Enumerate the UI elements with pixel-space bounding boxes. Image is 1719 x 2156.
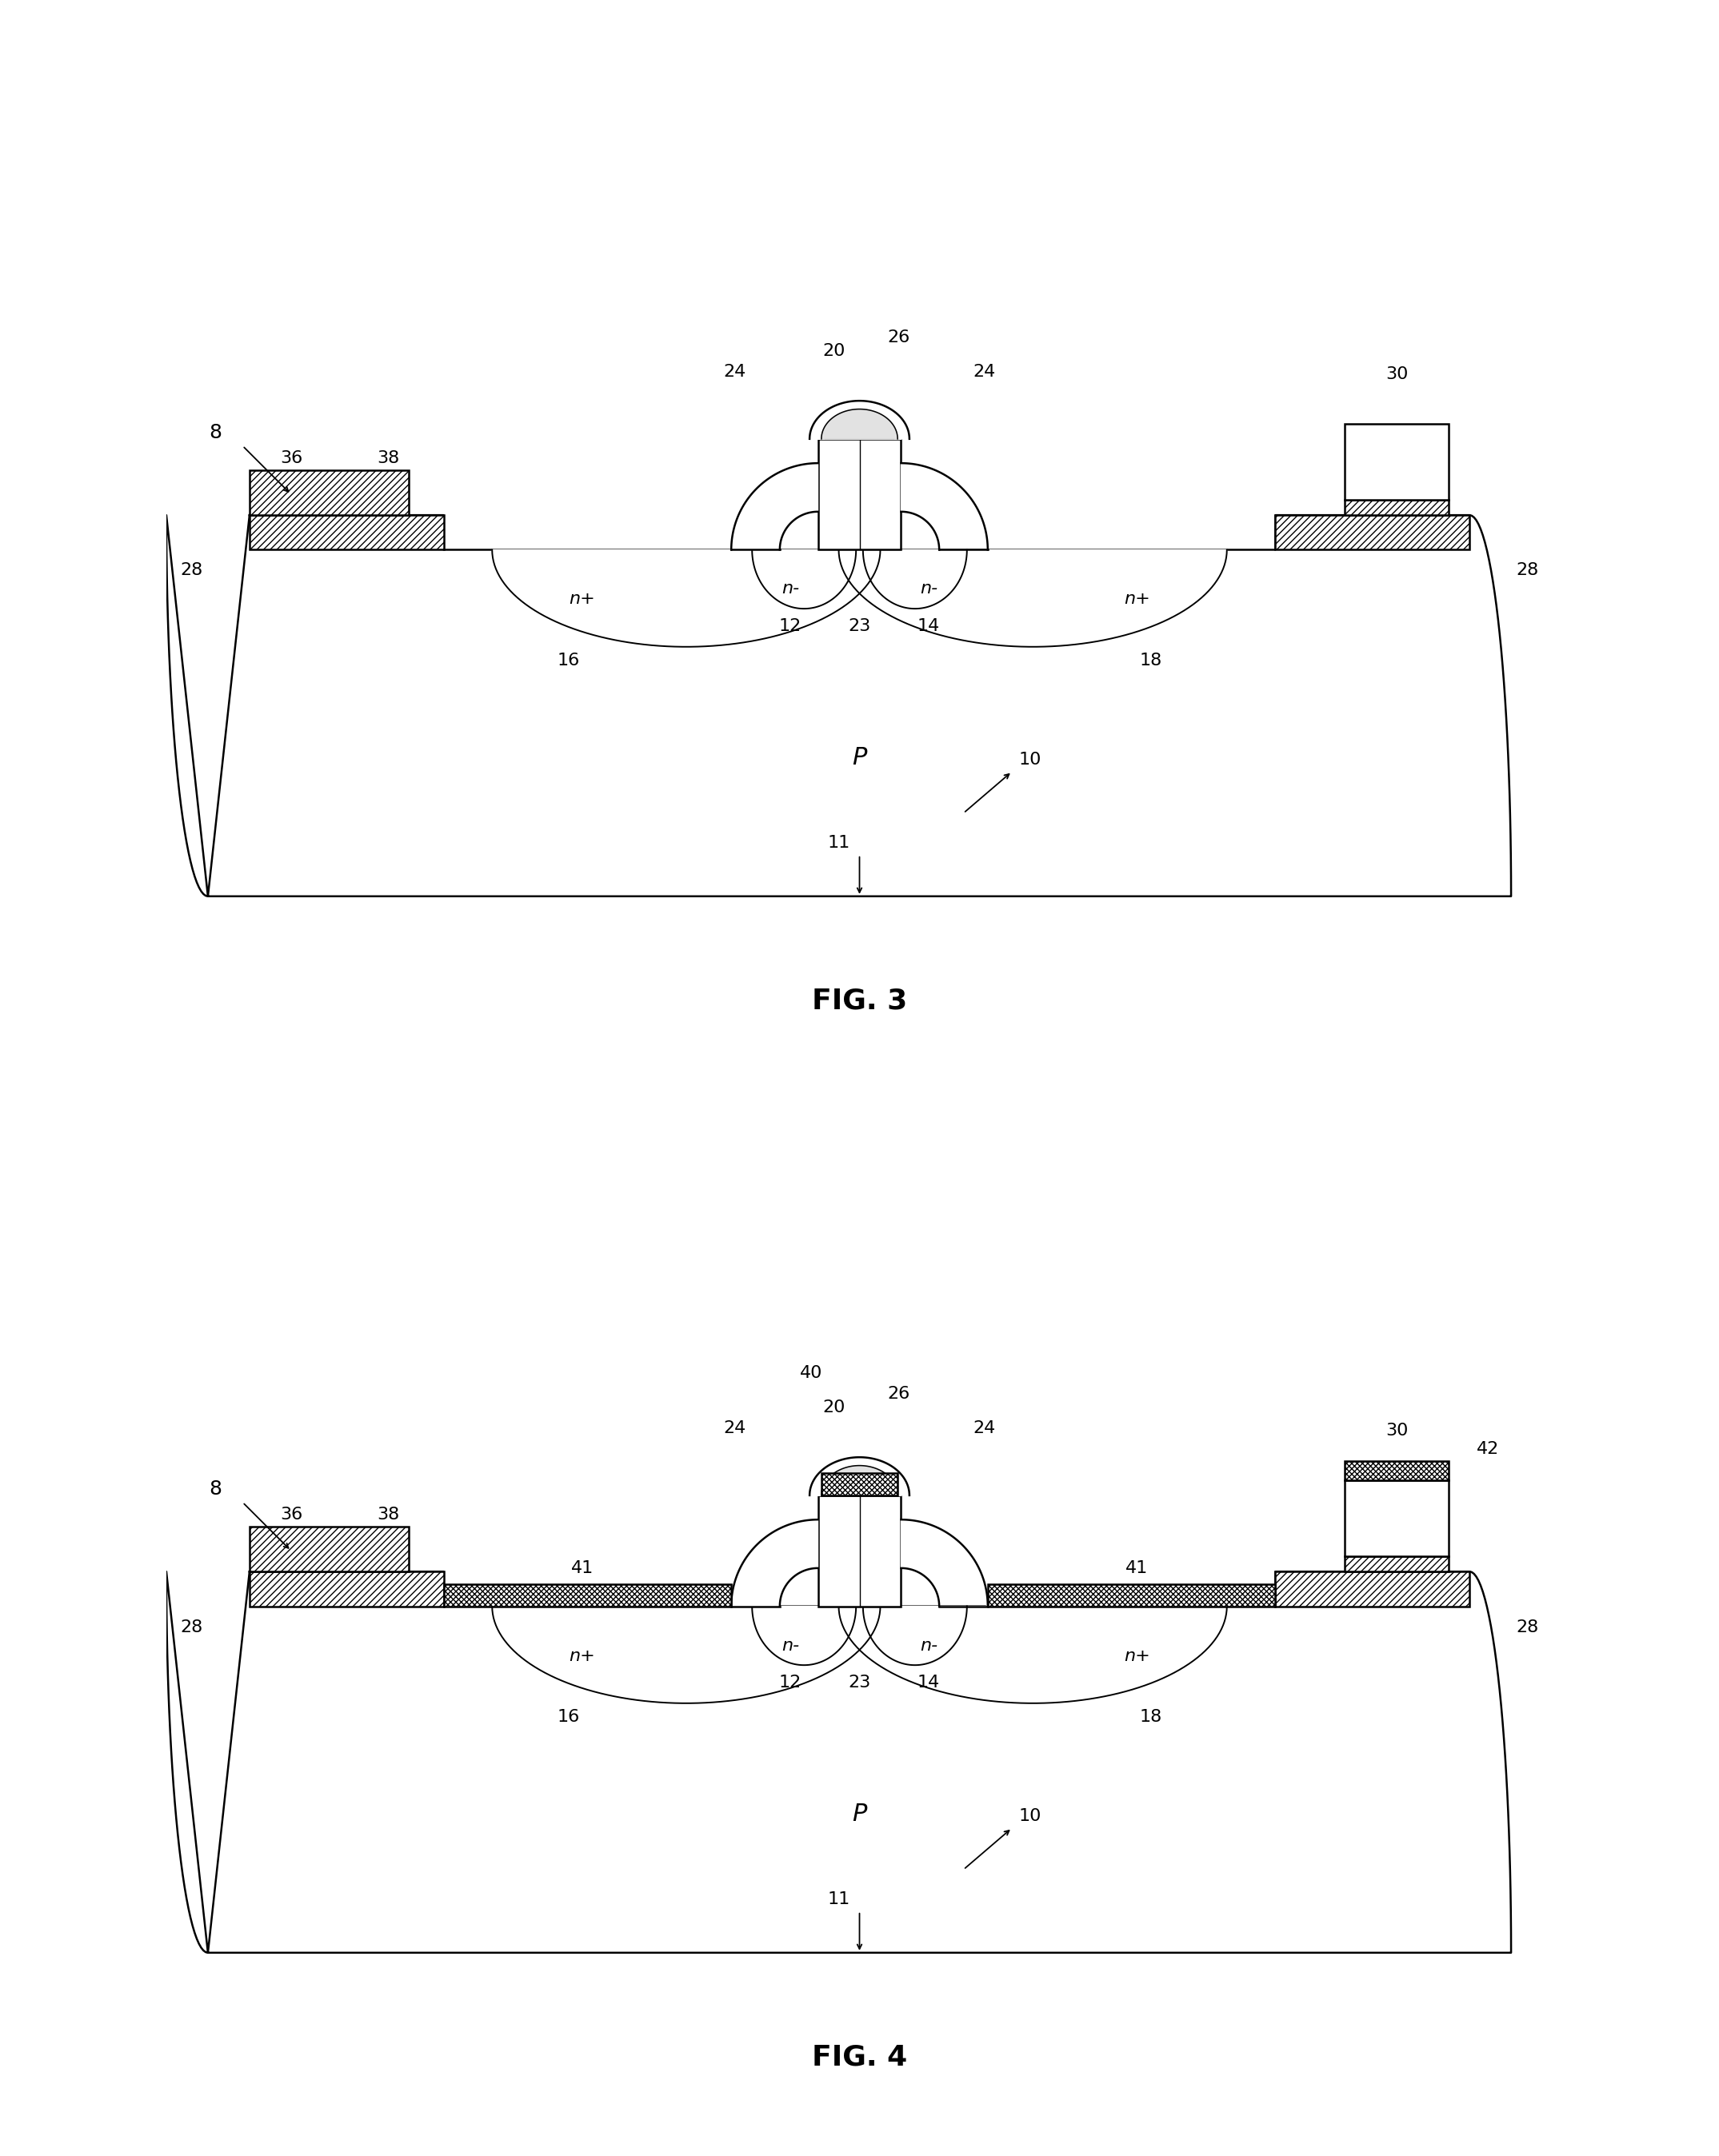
Polygon shape [822, 410, 897, 440]
Text: n-: n- [782, 1636, 799, 1654]
Text: 14: 14 [918, 619, 940, 634]
Text: 24: 24 [724, 1421, 746, 1436]
Text: 10: 10 [1019, 1809, 1042, 1824]
Text: n+: n+ [569, 1647, 595, 1664]
Text: 28: 28 [180, 563, 203, 578]
Polygon shape [822, 1473, 897, 1496]
Text: 30: 30 [1386, 1423, 1408, 1438]
Polygon shape [901, 464, 988, 550]
Polygon shape [167, 1572, 1511, 1953]
Text: 24: 24 [973, 364, 995, 379]
Polygon shape [810, 401, 909, 440]
Text: n-: n- [782, 580, 799, 597]
Polygon shape [1344, 423, 1449, 500]
Polygon shape [249, 1572, 444, 1606]
Text: 10: 10 [1019, 752, 1042, 768]
Text: n+: n+ [1124, 591, 1150, 608]
Text: n+: n+ [1124, 1647, 1150, 1664]
Text: 11: 11 [827, 1891, 849, 1908]
Polygon shape [1344, 1479, 1449, 1557]
Text: 38: 38 [376, 1507, 399, 1522]
Text: 28: 28 [1516, 563, 1539, 578]
Polygon shape [444, 1585, 731, 1606]
Polygon shape [249, 1526, 409, 1572]
Polygon shape [901, 1520, 988, 1606]
Text: 36: 36 [280, 1507, 303, 1522]
Text: 26: 26 [887, 1386, 909, 1401]
Text: 20: 20 [823, 1399, 846, 1416]
Text: n-: n- [920, 580, 937, 597]
Text: 36: 36 [280, 451, 303, 466]
Text: 28: 28 [1516, 1619, 1539, 1634]
Polygon shape [988, 1585, 1275, 1606]
Text: FIG. 4: FIG. 4 [811, 2044, 908, 2070]
Text: 42: 42 [1477, 1440, 1499, 1457]
Polygon shape [1275, 515, 1470, 550]
Text: 26: 26 [887, 330, 909, 345]
Polygon shape [249, 470, 409, 515]
Polygon shape [1344, 1557, 1449, 1572]
Text: 18: 18 [1140, 653, 1162, 668]
Text: 41: 41 [1126, 1561, 1148, 1576]
Text: FIG. 3: FIG. 3 [811, 987, 908, 1013]
Text: 24: 24 [724, 364, 746, 379]
Polygon shape [731, 464, 818, 550]
Polygon shape [1344, 1462, 1449, 1479]
Text: n+: n+ [569, 591, 595, 608]
Text: 12: 12 [779, 619, 801, 634]
Polygon shape [839, 1606, 1227, 1703]
Text: 41: 41 [571, 1561, 593, 1576]
Polygon shape [492, 1606, 880, 1703]
Polygon shape [249, 515, 444, 550]
Polygon shape [839, 550, 1227, 647]
Text: P: P [853, 1802, 866, 1826]
Polygon shape [492, 550, 880, 647]
Text: 20: 20 [823, 343, 846, 360]
Text: P: P [853, 746, 866, 770]
Text: 24: 24 [973, 1421, 995, 1436]
Text: n-: n- [920, 1636, 937, 1654]
Text: 18: 18 [1140, 1710, 1162, 1725]
Polygon shape [822, 1466, 897, 1496]
Text: 16: 16 [557, 1710, 579, 1725]
Text: 23: 23 [847, 619, 872, 634]
Polygon shape [1275, 1572, 1470, 1606]
Text: 38: 38 [376, 451, 399, 466]
Text: 23: 23 [847, 1675, 872, 1690]
Text: 8: 8 [210, 1479, 222, 1498]
Bar [818, 1496, 901, 1606]
Text: 30: 30 [1386, 367, 1408, 382]
Polygon shape [731, 1520, 818, 1606]
Polygon shape [167, 515, 1511, 897]
Text: 11: 11 [827, 834, 849, 852]
Text: 8: 8 [210, 423, 222, 442]
Polygon shape [1344, 500, 1449, 515]
Text: 14: 14 [918, 1675, 940, 1690]
Text: 40: 40 [799, 1365, 822, 1382]
Text: 12: 12 [779, 1675, 801, 1690]
Polygon shape [810, 1457, 909, 1496]
Text: 16: 16 [557, 653, 579, 668]
Bar [818, 440, 901, 550]
Text: 28: 28 [180, 1619, 203, 1634]
